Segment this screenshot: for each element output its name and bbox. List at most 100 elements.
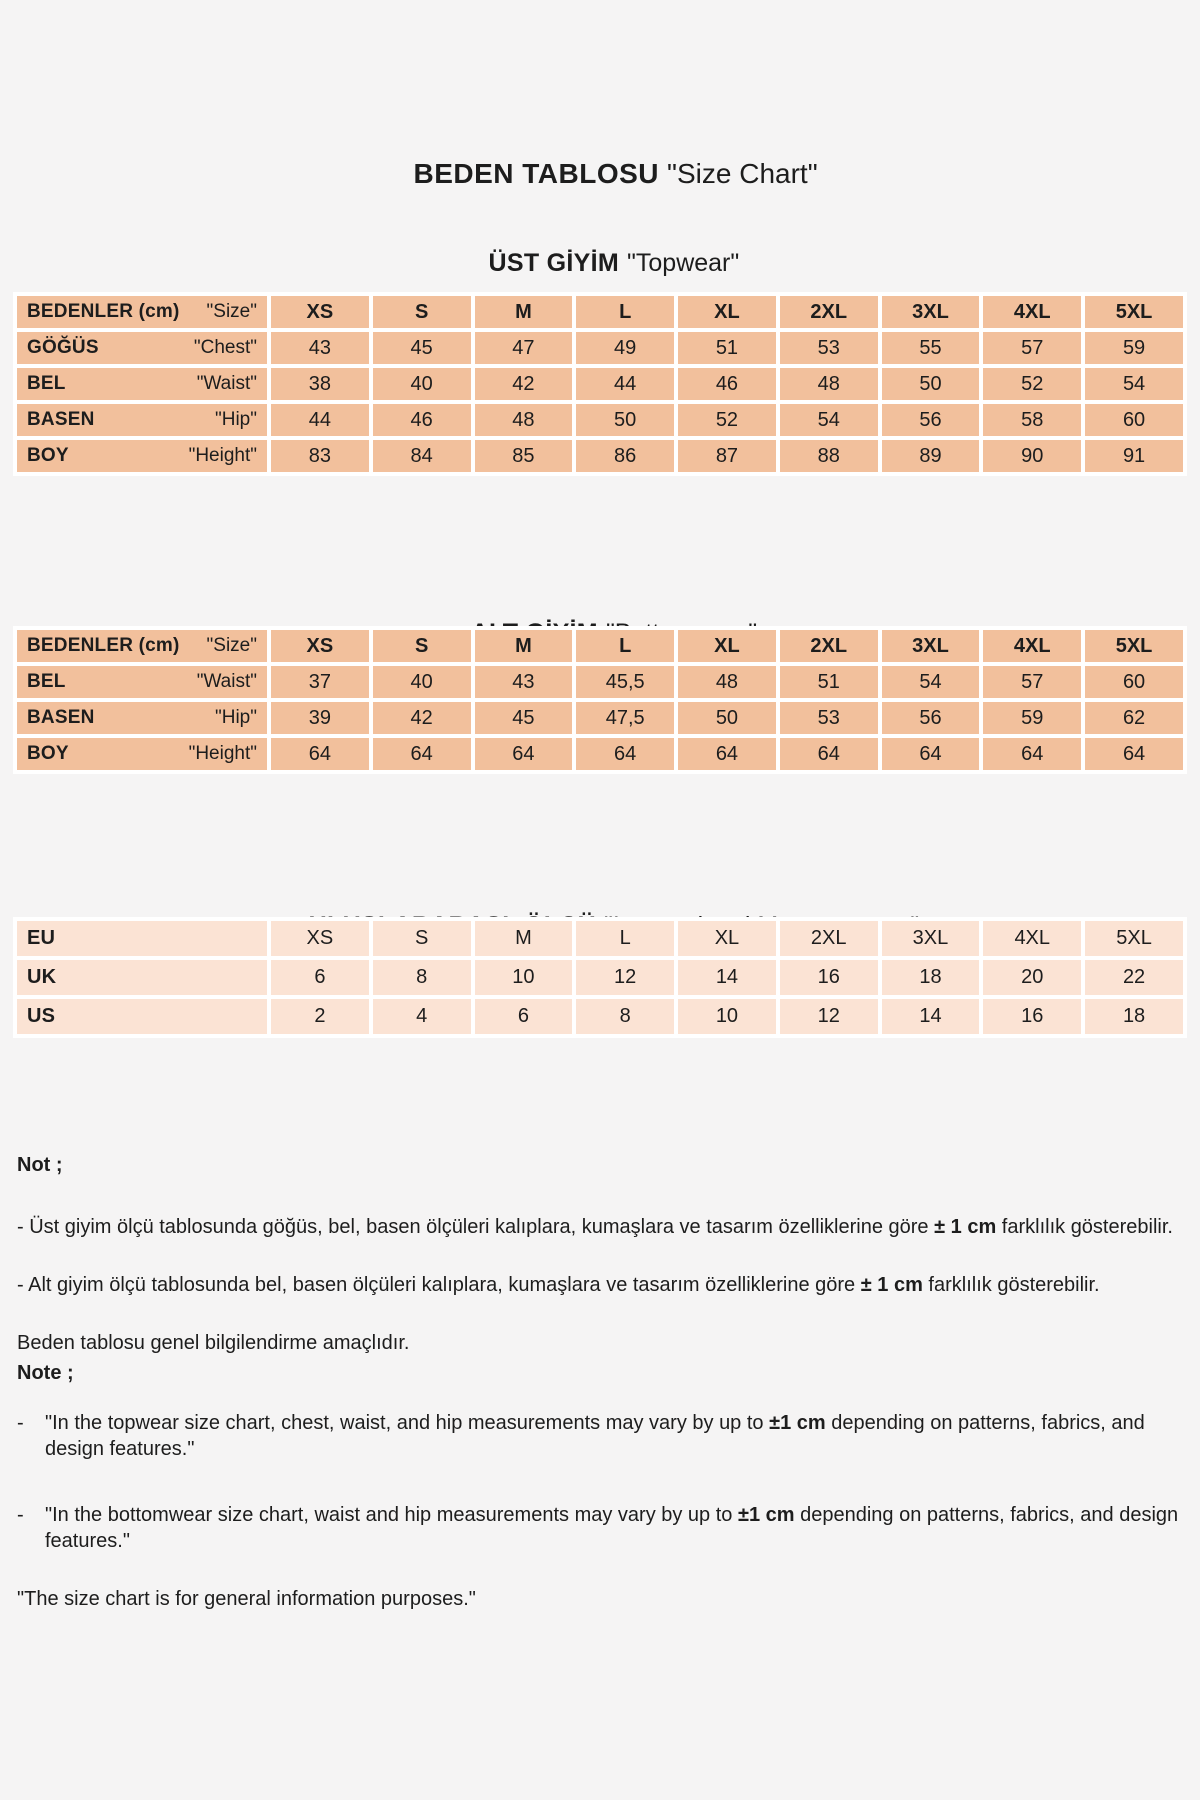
table-cell: 90 [983, 440, 1082, 472]
table-cell: 49 [576, 332, 675, 364]
table-row-us: US 2 4 6 8 10 12 14 16 18 [17, 999, 1183, 1034]
note-text: - Üst giyim ölçü tablosunda göğüs, bel, … [17, 1216, 935, 1238]
table-cell: 64 [881, 738, 980, 770]
size-column-header: L [576, 630, 675, 662]
table-cell: 64 [576, 738, 675, 770]
table-cell: 57 [983, 666, 1082, 698]
page-title-turkish: BEDEN TABLOSU [413, 158, 660, 189]
table-cell: XS [271, 921, 369, 956]
table-cell: 58 [983, 404, 1082, 436]
table-cell: 5XL [1085, 921, 1183, 956]
table-cell: 43 [271, 332, 369, 364]
table-cell: 8 [372, 960, 471, 995]
row-label-cell: EU [17, 921, 267, 956]
row-label-turkish: BEL [27, 671, 66, 692]
table-row-height: BOY "Height" 64 64 64 64 64 64 64 64 64 [17, 738, 1183, 770]
page-title-english: "Size Chart" [667, 158, 818, 189]
table-cell: 4XL [983, 921, 1082, 956]
notes-heading-english: Note ; [17, 1362, 74, 1384]
note-general-english: "The size chart is for general informati… [17, 1588, 476, 1610]
row-label-cell: BASEN "Hip" [17, 702, 267, 734]
table-cell: 20 [983, 960, 1082, 995]
note-topwear-turkish: - Üst giyim ölçü tablosunda göğüs, bel, … [17, 1212, 1182, 1242]
table-cell: 10 [474, 960, 573, 995]
note-text-bold: ± 1 cm [860, 1274, 923, 1296]
size-column-header: 2XL [779, 630, 878, 662]
table-row-hip: BASEN "Hip" 44 46 48 50 52 54 56 58 60 [17, 404, 1183, 436]
table-cell: 4 [372, 999, 471, 1034]
header-label-english: "Size" [206, 635, 257, 656]
note-text: "In the bottomwear size chart, waist and… [45, 1504, 738, 1526]
row-label-cell: BOY "Height" [17, 440, 267, 472]
table-cell: 89 [881, 440, 980, 472]
table-cell: 45 [474, 702, 573, 734]
table-cell: 62 [1085, 702, 1183, 734]
size-column-header: 3XL [881, 630, 980, 662]
row-label-english: "Hip" [215, 707, 257, 728]
size-column-header: XS [271, 296, 369, 328]
size-column-header: 4XL [983, 630, 1082, 662]
note-bottomwear-english: - "In the bottomwear size chart, waist a… [17, 1502, 1182, 1554]
table-cell: 55 [881, 332, 980, 364]
row-label-eu: EU [27, 927, 56, 949]
table-cell: 87 [678, 440, 776, 472]
page-title: BEDEN TABLOSU "Size Chart" [0, 126, 1200, 222]
note-text-bold: ±1 cm [769, 1412, 826, 1434]
row-label-cell: US [17, 999, 267, 1034]
table-cell: 8 [576, 999, 675, 1034]
bullet-dash: - [17, 1412, 24, 1434]
table-row-eu: EU XS S M L XL 2XL 3XL 4XL 5XL [17, 921, 1183, 956]
note-text-container: "In the bottomwear size chart, waist and… [45, 1502, 1182, 1554]
size-column-header: XL [678, 296, 776, 328]
table-cell: XL [678, 921, 776, 956]
table-cell: 48 [474, 404, 573, 436]
size-column-header: S [372, 630, 471, 662]
size-column-header: XS [271, 630, 369, 662]
table-cell: 44 [576, 368, 675, 400]
table-cell: 85 [474, 440, 573, 472]
row-label-turkish: BOY [27, 445, 69, 466]
row-label-cell: BASEN "Hip" [17, 404, 267, 436]
table-cell: 2 [271, 999, 369, 1034]
table-cell: 91 [1085, 440, 1183, 472]
note-text: depending on patterns, fabrics, and desi… [45, 1504, 1179, 1552]
size-column-header: 2XL [779, 296, 878, 328]
table-cell: 16 [779, 960, 878, 995]
row-label-turkish: GÖĞÜS [27, 337, 99, 358]
row-label-turkish: BASEN [27, 409, 95, 430]
table-cell: 10 [678, 999, 776, 1034]
table-cell: 50 [881, 368, 980, 400]
table-cell: L [576, 921, 675, 956]
table-cell: 12 [779, 999, 878, 1034]
table-cell: 45 [372, 332, 471, 364]
table-cell: 53 [779, 702, 878, 734]
notes-section: Not ; - Üst giyim ölçü tablosunda göğüs,… [17, 1150, 1182, 1614]
table-cell: 50 [576, 404, 675, 436]
row-label-english: "Waist" [196, 373, 257, 394]
row-label-cell: GÖĞÜS "Chest" [17, 332, 267, 364]
table-cell: 14 [881, 999, 980, 1034]
row-label-cell: BOY "Height" [17, 738, 267, 770]
table-header-row: BEDENLER (cm) "Size" XS S M L XL 2XL 3XL … [17, 630, 1183, 662]
table-cell: 48 [678, 666, 776, 698]
table-cell: 44 [271, 404, 369, 436]
table-cell: 64 [983, 738, 1082, 770]
table-cell: S [372, 921, 471, 956]
table-cell: 3XL [881, 921, 980, 956]
table-cell: 18 [881, 960, 980, 995]
size-column-header: S [372, 296, 471, 328]
header-label-turkish: BEDENLER (cm) [27, 635, 180, 656]
table-cell: 38 [271, 368, 369, 400]
table-cell: 88 [779, 440, 878, 472]
table-cell: 84 [372, 440, 471, 472]
table-cell: 57 [983, 332, 1082, 364]
header-label-turkish: BEDENLER (cm) [27, 301, 180, 322]
table-cell: 39 [271, 702, 369, 734]
table-cell: 64 [271, 738, 369, 770]
header-label-cell: BEDENLER (cm) "Size" [17, 296, 267, 328]
table-cell: 50 [678, 702, 776, 734]
size-column-header: 3XL [881, 296, 980, 328]
table-row-waist: BEL "Waist" 37 40 43 45,5 48 51 54 57 60 [17, 666, 1183, 698]
table-cell: 64 [779, 738, 878, 770]
size-column-header: 4XL [983, 296, 1082, 328]
